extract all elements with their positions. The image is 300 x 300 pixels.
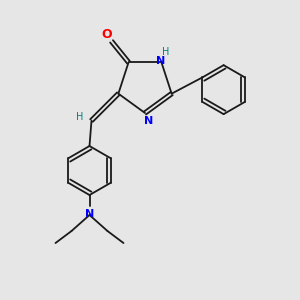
Text: N: N: [144, 116, 154, 126]
Text: O: O: [101, 28, 112, 41]
Text: H: H: [76, 112, 83, 122]
Text: N: N: [85, 209, 94, 219]
Text: N: N: [156, 56, 165, 66]
Text: H: H: [162, 47, 169, 57]
